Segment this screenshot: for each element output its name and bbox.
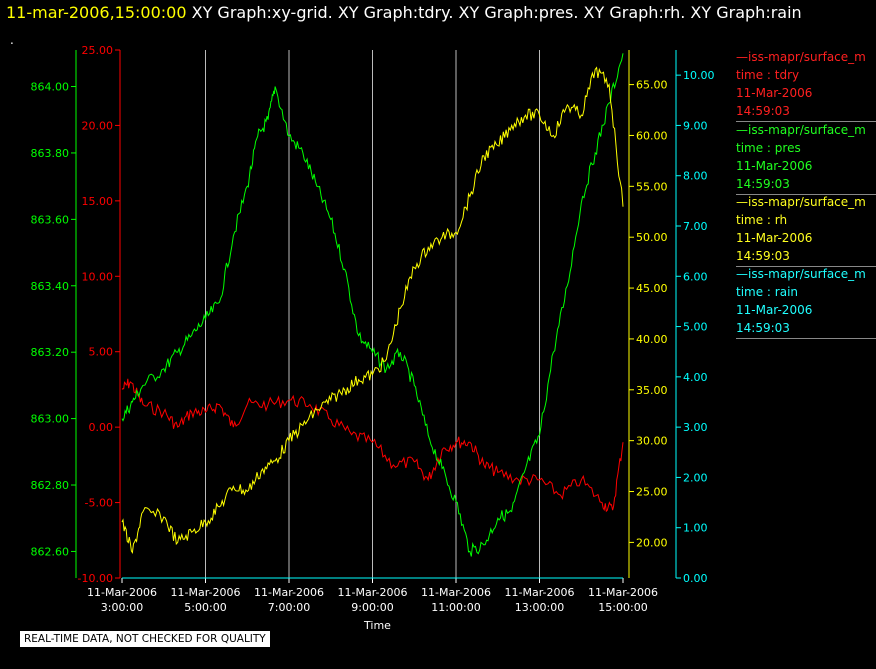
y-tick-label-rh: 25.00 [636, 486, 668, 499]
legend-entry-rain: —iss-mapr/surface_m time : rain 11-Mar-2… [736, 265, 876, 339]
y-tick-label-pres: 863.20 [31, 346, 70, 359]
y-tick-label-rh: 50.00 [636, 231, 668, 244]
quality-disclaimer: REAL-TIME DATA, NOT CHECKED FOR QUALITY [20, 631, 270, 647]
series-line-pres [121, 53, 624, 557]
x-tick-time: 3:00:00 [101, 601, 143, 614]
x-tick-time: 7:00:00 [268, 601, 310, 614]
y-tick-label-rain: 4.00 [683, 371, 708, 384]
y-tick-label-rh: 45.00 [636, 282, 668, 295]
y-tick-label-rain: 2.00 [683, 471, 708, 484]
y-tick-label-rh: 60.00 [636, 129, 668, 142]
legend-var: time : pres [736, 141, 801, 155]
legend-date: 11-Mar-2006 [736, 86, 813, 100]
legend-divider [736, 266, 876, 267]
y-tick-label-rh: 55.00 [636, 180, 668, 193]
y-tick-label-rain: 8.00 [683, 170, 708, 183]
y-tick-label-rh: 35.00 [636, 384, 668, 397]
legend-time: 14:59:03 [736, 104, 790, 118]
x-tick-date: 11-Mar-2006 [254, 586, 324, 599]
series-line-rh [121, 66, 624, 555]
y-tick-label-tdry: 10.00 [82, 270, 114, 283]
legend-time: 14:59:03 [736, 249, 790, 263]
y-tick-label-rain: 9.00 [683, 119, 708, 132]
y-tick-label-rh: 20.00 [636, 536, 668, 549]
y-tick-label-tdry: -10.00 [78, 572, 113, 585]
legend-divider [736, 338, 876, 339]
x-tick-date: 11-Mar-2006 [421, 586, 491, 599]
y-tick-label-pres: 864.00 [31, 81, 70, 94]
y-tick-label-rain: 10.00 [683, 69, 715, 82]
series-line-tdry [121, 378, 624, 513]
legend-time: 14:59:03 [736, 321, 790, 335]
y-tick-label-rain: 5.00 [683, 321, 708, 334]
y-tick-label-tdry: 0.00 [89, 421, 114, 434]
legend-name: —iss-mapr/surface_m [736, 123, 866, 137]
y-tick-label-tdry: 25.00 [82, 44, 114, 57]
legend-divider [736, 121, 876, 122]
y-tick-label-rh: 65.00 [636, 79, 668, 92]
y-tick-label-pres: 862.80 [31, 479, 70, 492]
legend-name: —iss-mapr/surface_m [736, 195, 866, 209]
y-tick-label-pres: 863.80 [31, 147, 70, 160]
y-tick-label-rh: 40.00 [636, 333, 668, 346]
x-tick-date: 11-Mar-2006 [338, 586, 408, 599]
legend-date: 11-Mar-2006 [736, 231, 813, 245]
y-tick-label-tdry: -5.00 [85, 497, 113, 510]
y-tick-label-rain: 6.00 [683, 270, 708, 283]
y-tick-label-pres: 863.60 [31, 213, 70, 226]
x-tick-time: 9:00:00 [351, 601, 393, 614]
legend-date: 11-Mar-2006 [736, 303, 813, 317]
legend-entry-pres: —iss-mapr/surface_m time : pres 11-Mar-2… [736, 121, 876, 195]
x-tick-date: 11-Mar-2006 [171, 586, 241, 599]
legend-name: —iss-mapr/surface_m [736, 50, 866, 64]
x-tick-date: 11-Mar-2006 [505, 586, 575, 599]
y-tick-label-pres: 863.00 [31, 413, 70, 426]
x-tick-time: 11:00:00 [431, 601, 480, 614]
legend-entry-tdry: —iss-mapr/surface_m time : tdry 11-Mar-2… [736, 48, 876, 122]
x-axis-label: Time [363, 619, 391, 632]
header: 11-mar-2006,15:00:00 XY Graph:xy-grid. X… [6, 3, 802, 22]
x-tick-time: 15:00:00 [598, 601, 647, 614]
y-tick-label-rain: 0.00 [683, 572, 708, 585]
x-tick-date: 11-Mar-2006 [588, 586, 658, 599]
y-tick-label-tdry: 5.00 [89, 346, 114, 359]
legend-date: 11-Mar-2006 [736, 159, 813, 173]
x-tick-time: 5:00:00 [184, 601, 226, 614]
legend-entry-rh: —iss-mapr/surface_m time : rh 11-Mar-200… [736, 193, 876, 267]
y-tick-label-rain: 3.00 [683, 421, 708, 434]
y-tick-label-pres: 862.60 [31, 545, 70, 558]
legend-var: time : tdry [736, 68, 800, 82]
legend-var: time : rh [736, 213, 788, 227]
y-tick-label-pres: 863.40 [31, 280, 70, 293]
y-tick-label-rh: 30.00 [636, 435, 668, 448]
y-tick-label-tdry: 15.00 [82, 195, 114, 208]
status-dot: . [10, 33, 14, 47]
timestamp: 11-mar-2006,15:00:00 [6, 3, 187, 22]
legend-var: time : rain [736, 285, 799, 299]
legend-divider [736, 194, 876, 195]
graph-titles: XY Graph:xy-grid. XY Graph:tdry. XY Grap… [191, 3, 802, 22]
x-tick-time: 13:00:00 [515, 601, 564, 614]
x-tick-date: 11-Mar-2006 [87, 586, 157, 599]
y-tick-label-rain: 7.00 [683, 220, 708, 233]
y-tick-label-tdry: 20.00 [82, 119, 114, 132]
legend-time: 14:59:03 [736, 177, 790, 191]
y-tick-label-rain: 1.00 [683, 522, 708, 535]
legend-name: —iss-mapr/surface_m [736, 267, 866, 281]
